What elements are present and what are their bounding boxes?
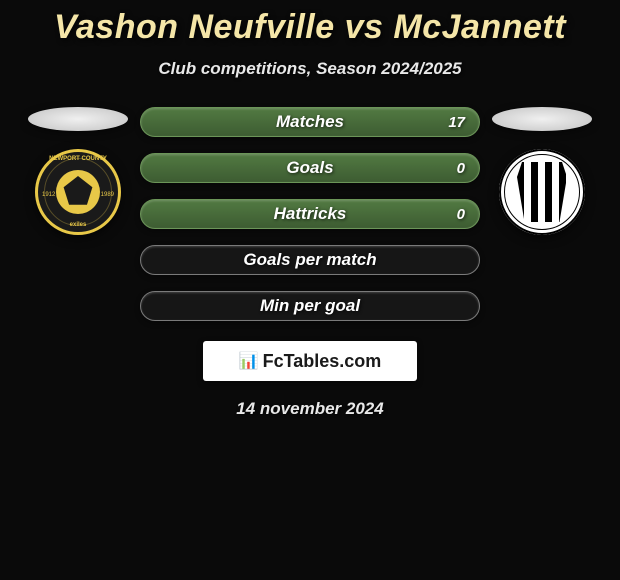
stat-label: Hattricks <box>274 204 347 224</box>
stat-value-right: 17 <box>448 114 465 131</box>
player-right-photo <box>492 107 592 131</box>
player-left-photo <box>28 107 128 131</box>
player-left-column: NEWPORT COUNTY 1912 1989 exiles <box>28 107 128 235</box>
badge-left-year-r: 1989 <box>101 192 114 198</box>
comparison-infographic: Vashon Neufville vs McJannett Club compe… <box>0 0 620 419</box>
badge-left-text-bottom: exiles <box>70 222 87 228</box>
page-title: Vashon Neufville vs McJannett <box>54 8 566 47</box>
badge-left-text-top: NEWPORT COUNTY <box>49 156 107 162</box>
stat-label: Min per goal <box>260 296 360 316</box>
club-badge-left: NEWPORT COUNTY 1912 1989 exiles <box>35 149 121 235</box>
stat-bar: Matches 17 <box>140 107 480 137</box>
watermark-text: 📊 FcTables.com <box>239 351 382 372</box>
stat-label: Matches <box>276 112 344 132</box>
stat-label: Goals per match <box>243 250 376 270</box>
page-subtitle: Club competitions, Season 2024/2025 <box>158 59 461 79</box>
stat-value-right: 0 <box>457 206 465 223</box>
badge-left-year-l: 1912 <box>42 192 55 198</box>
watermark-label: FcTables.com <box>263 351 382 372</box>
stat-bar: Goals per match <box>140 245 480 275</box>
stat-bar: Hattricks 0 <box>140 199 480 229</box>
stat-value-right: 0 <box>457 160 465 177</box>
stats-column: Matches 17 Goals 0 Hattricks 0 Goals per match… <box>140 107 480 321</box>
club-badge-right <box>499 149 585 235</box>
stat-bar: Min per goal <box>140 291 480 321</box>
stat-label: Goals <box>286 158 333 178</box>
date-label: 14 november 2024 <box>236 399 383 419</box>
chart-icon: 📊 <box>239 351 259 371</box>
comparison-row: NEWPORT COUNTY 1912 1989 exiles Matches 1… <box>0 107 620 321</box>
player-right-column <box>492 107 592 235</box>
badge-left-inner <box>56 170 100 214</box>
watermark-badge: 📊 FcTables.com <box>203 341 417 381</box>
stat-bar: Goals 0 <box>140 153 480 183</box>
badge-right-stripes <box>517 162 567 222</box>
